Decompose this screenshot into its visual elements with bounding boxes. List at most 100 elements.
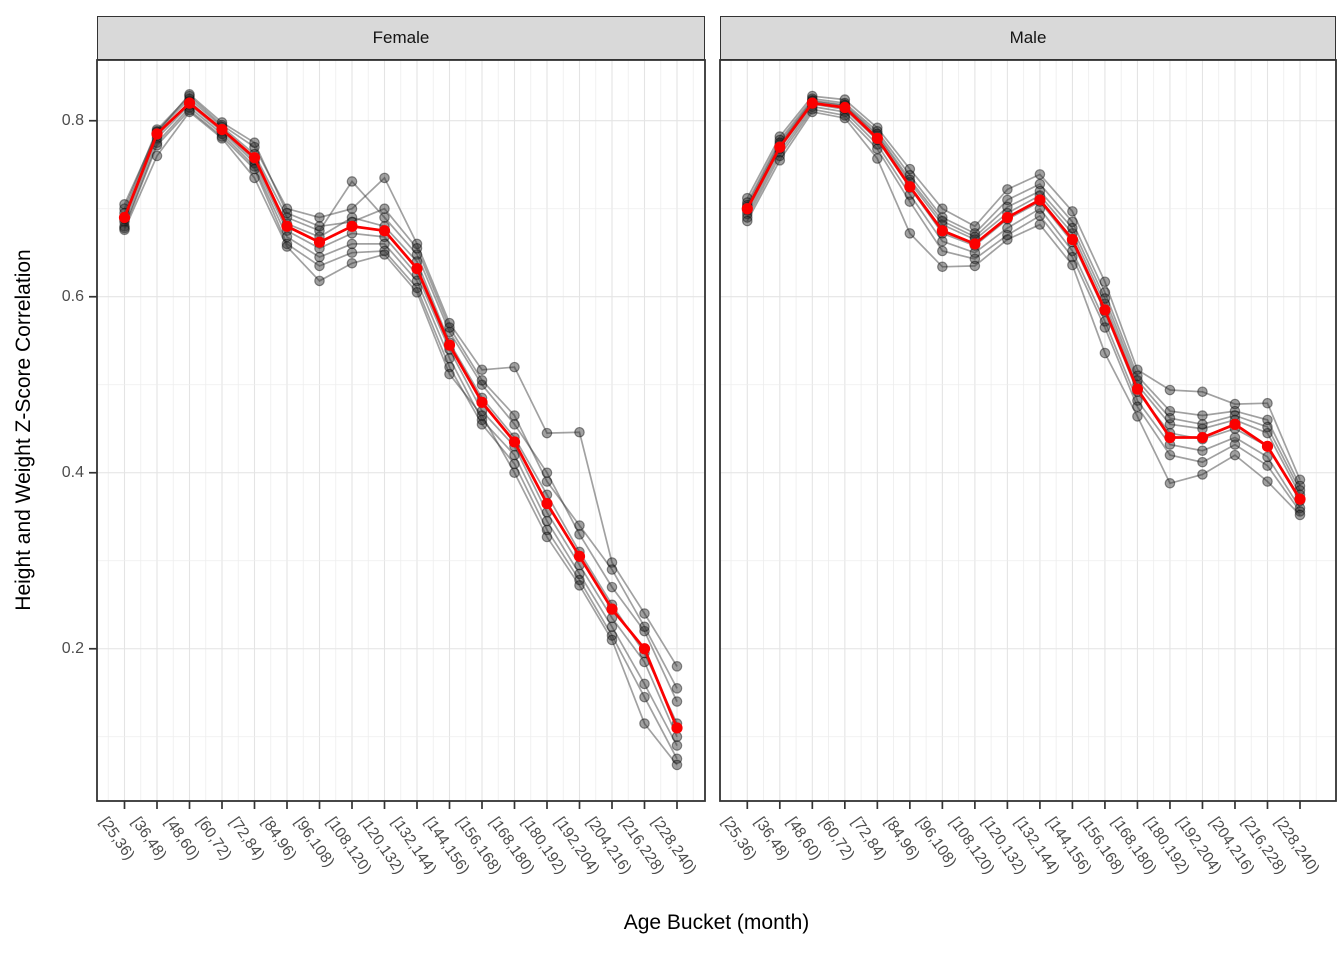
series-point [1164,478,1176,489]
series-line [123,93,678,689]
mean-point [346,220,358,232]
series-point [541,531,553,543]
series-point [1164,412,1176,424]
series-point [774,155,786,166]
series-line [746,108,1301,512]
series-point [671,753,683,765]
series-point [476,419,488,430]
mean-point [969,238,981,250]
series-point [1229,439,1241,450]
series-point [1067,216,1078,228]
series-point [1002,229,1013,241]
series-point [151,150,163,162]
series-point [314,225,325,237]
series-point [969,260,981,272]
series-point [1034,219,1046,230]
series-point [476,410,488,421]
series-point [574,574,585,586]
series-point [904,228,916,239]
series-line [123,97,678,702]
series-point [1067,206,1078,217]
series-point [872,143,883,155]
series-point [1262,451,1273,463]
facet-strip-female: Female [97,16,705,60]
series-point [1002,184,1013,195]
series-point [379,245,390,257]
series-line [123,109,678,760]
series-line [123,110,678,766]
series-point [1034,169,1046,180]
mean-point [871,132,883,144]
facet-strip-label: Male [1009,28,1047,47]
series-point [1262,476,1273,487]
series-point [774,131,786,142]
series-point [671,661,683,672]
mean-point [508,436,521,448]
series-point [1164,449,1176,461]
series-point [1164,405,1176,417]
mean-point [378,225,391,237]
series-point [281,238,293,250]
mean-point [541,497,553,510]
series-point [411,282,423,294]
series-point [379,212,390,223]
series-point [969,253,981,265]
y-tick-label: 0.4 [61,463,84,481]
series-point [476,379,488,391]
series-point [379,172,390,184]
series-point [639,625,650,637]
series-point [476,414,488,426]
series-point [411,238,423,250]
mean-point [606,603,618,615]
series-point [606,564,618,575]
series-point [249,172,260,184]
y-tick-label: 0.6 [61,287,84,305]
mean-point [573,550,586,562]
series-point [937,203,948,215]
panel-border [719,59,1337,802]
mean-point [1034,194,1046,206]
series-point [574,568,585,580]
series-point [1294,480,1306,492]
series-point [1197,456,1208,468]
mean-point [216,123,228,136]
series-point [541,515,553,527]
series-point [509,458,520,470]
mean-point [936,225,948,237]
series-point [411,287,423,298]
series-point [346,238,358,250]
series-point [1197,445,1208,457]
series-point [574,520,585,531]
series-point [1229,432,1241,443]
series-point [509,449,520,461]
series-point [969,221,981,232]
mean-point [411,262,423,275]
series-point [281,203,293,215]
series-line [746,97,1301,487]
series-point [606,621,618,633]
series-point [606,630,618,641]
series-point [606,634,618,646]
series-point [346,176,358,187]
mean-point [741,203,753,215]
series-point [904,196,916,207]
y-tick-label: 0.2 [61,639,84,657]
series-point [444,322,455,333]
series-point [1067,222,1078,234]
series-point [1164,419,1176,430]
series-point [314,212,325,223]
mean-point [183,97,196,109]
series-point [314,260,325,272]
series-point [969,228,981,239]
mean-point [638,643,651,655]
mean-point [248,152,261,164]
series-point [606,557,618,568]
series-point [872,122,883,134]
mean-point [1001,211,1013,224]
series-point [509,419,520,430]
series-point [639,608,650,619]
series-point [249,137,260,149]
series-point [839,112,851,124]
panel-male [719,59,1337,809]
